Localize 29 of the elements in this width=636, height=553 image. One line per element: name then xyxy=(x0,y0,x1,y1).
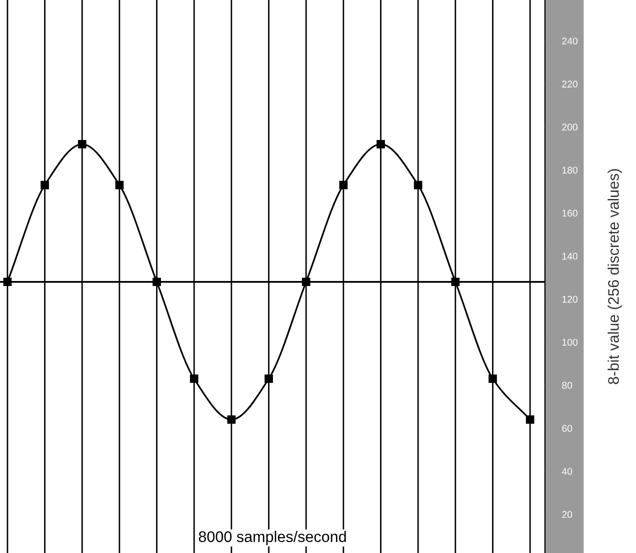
point xyxy=(339,180,348,190)
point xyxy=(3,278,12,286)
y-tick-label: 40 xyxy=(562,468,572,475)
y-tick-label: 120 xyxy=(562,296,578,303)
y-tick-label: 240 xyxy=(562,38,578,44)
point xyxy=(227,415,236,424)
y-tick-label: 80 xyxy=(562,382,572,389)
x-axis-title: 8000 samples/second xyxy=(198,530,346,546)
point xyxy=(78,140,86,148)
point xyxy=(302,278,310,286)
point xyxy=(190,374,198,383)
point xyxy=(152,278,161,286)
y-axis-title: 8-bit value (256 discrete values) xyxy=(608,169,622,384)
point xyxy=(264,374,273,383)
point xyxy=(526,415,534,424)
point xyxy=(414,180,422,190)
y-tick-label: 140 xyxy=(562,252,578,260)
point xyxy=(376,140,385,148)
y-tick-label: 180 xyxy=(562,166,578,174)
y-tick-label: 160 xyxy=(562,210,578,217)
point xyxy=(488,374,497,383)
y-tick-label: 220 xyxy=(562,80,578,88)
y-tick-label: 100 xyxy=(562,338,578,346)
point xyxy=(40,180,49,190)
point xyxy=(115,180,124,190)
y-tick-label: 20 xyxy=(562,511,572,518)
point xyxy=(451,278,460,286)
y-tick-label: 200 xyxy=(562,124,578,131)
y-tick-label: 60 xyxy=(562,424,572,432)
